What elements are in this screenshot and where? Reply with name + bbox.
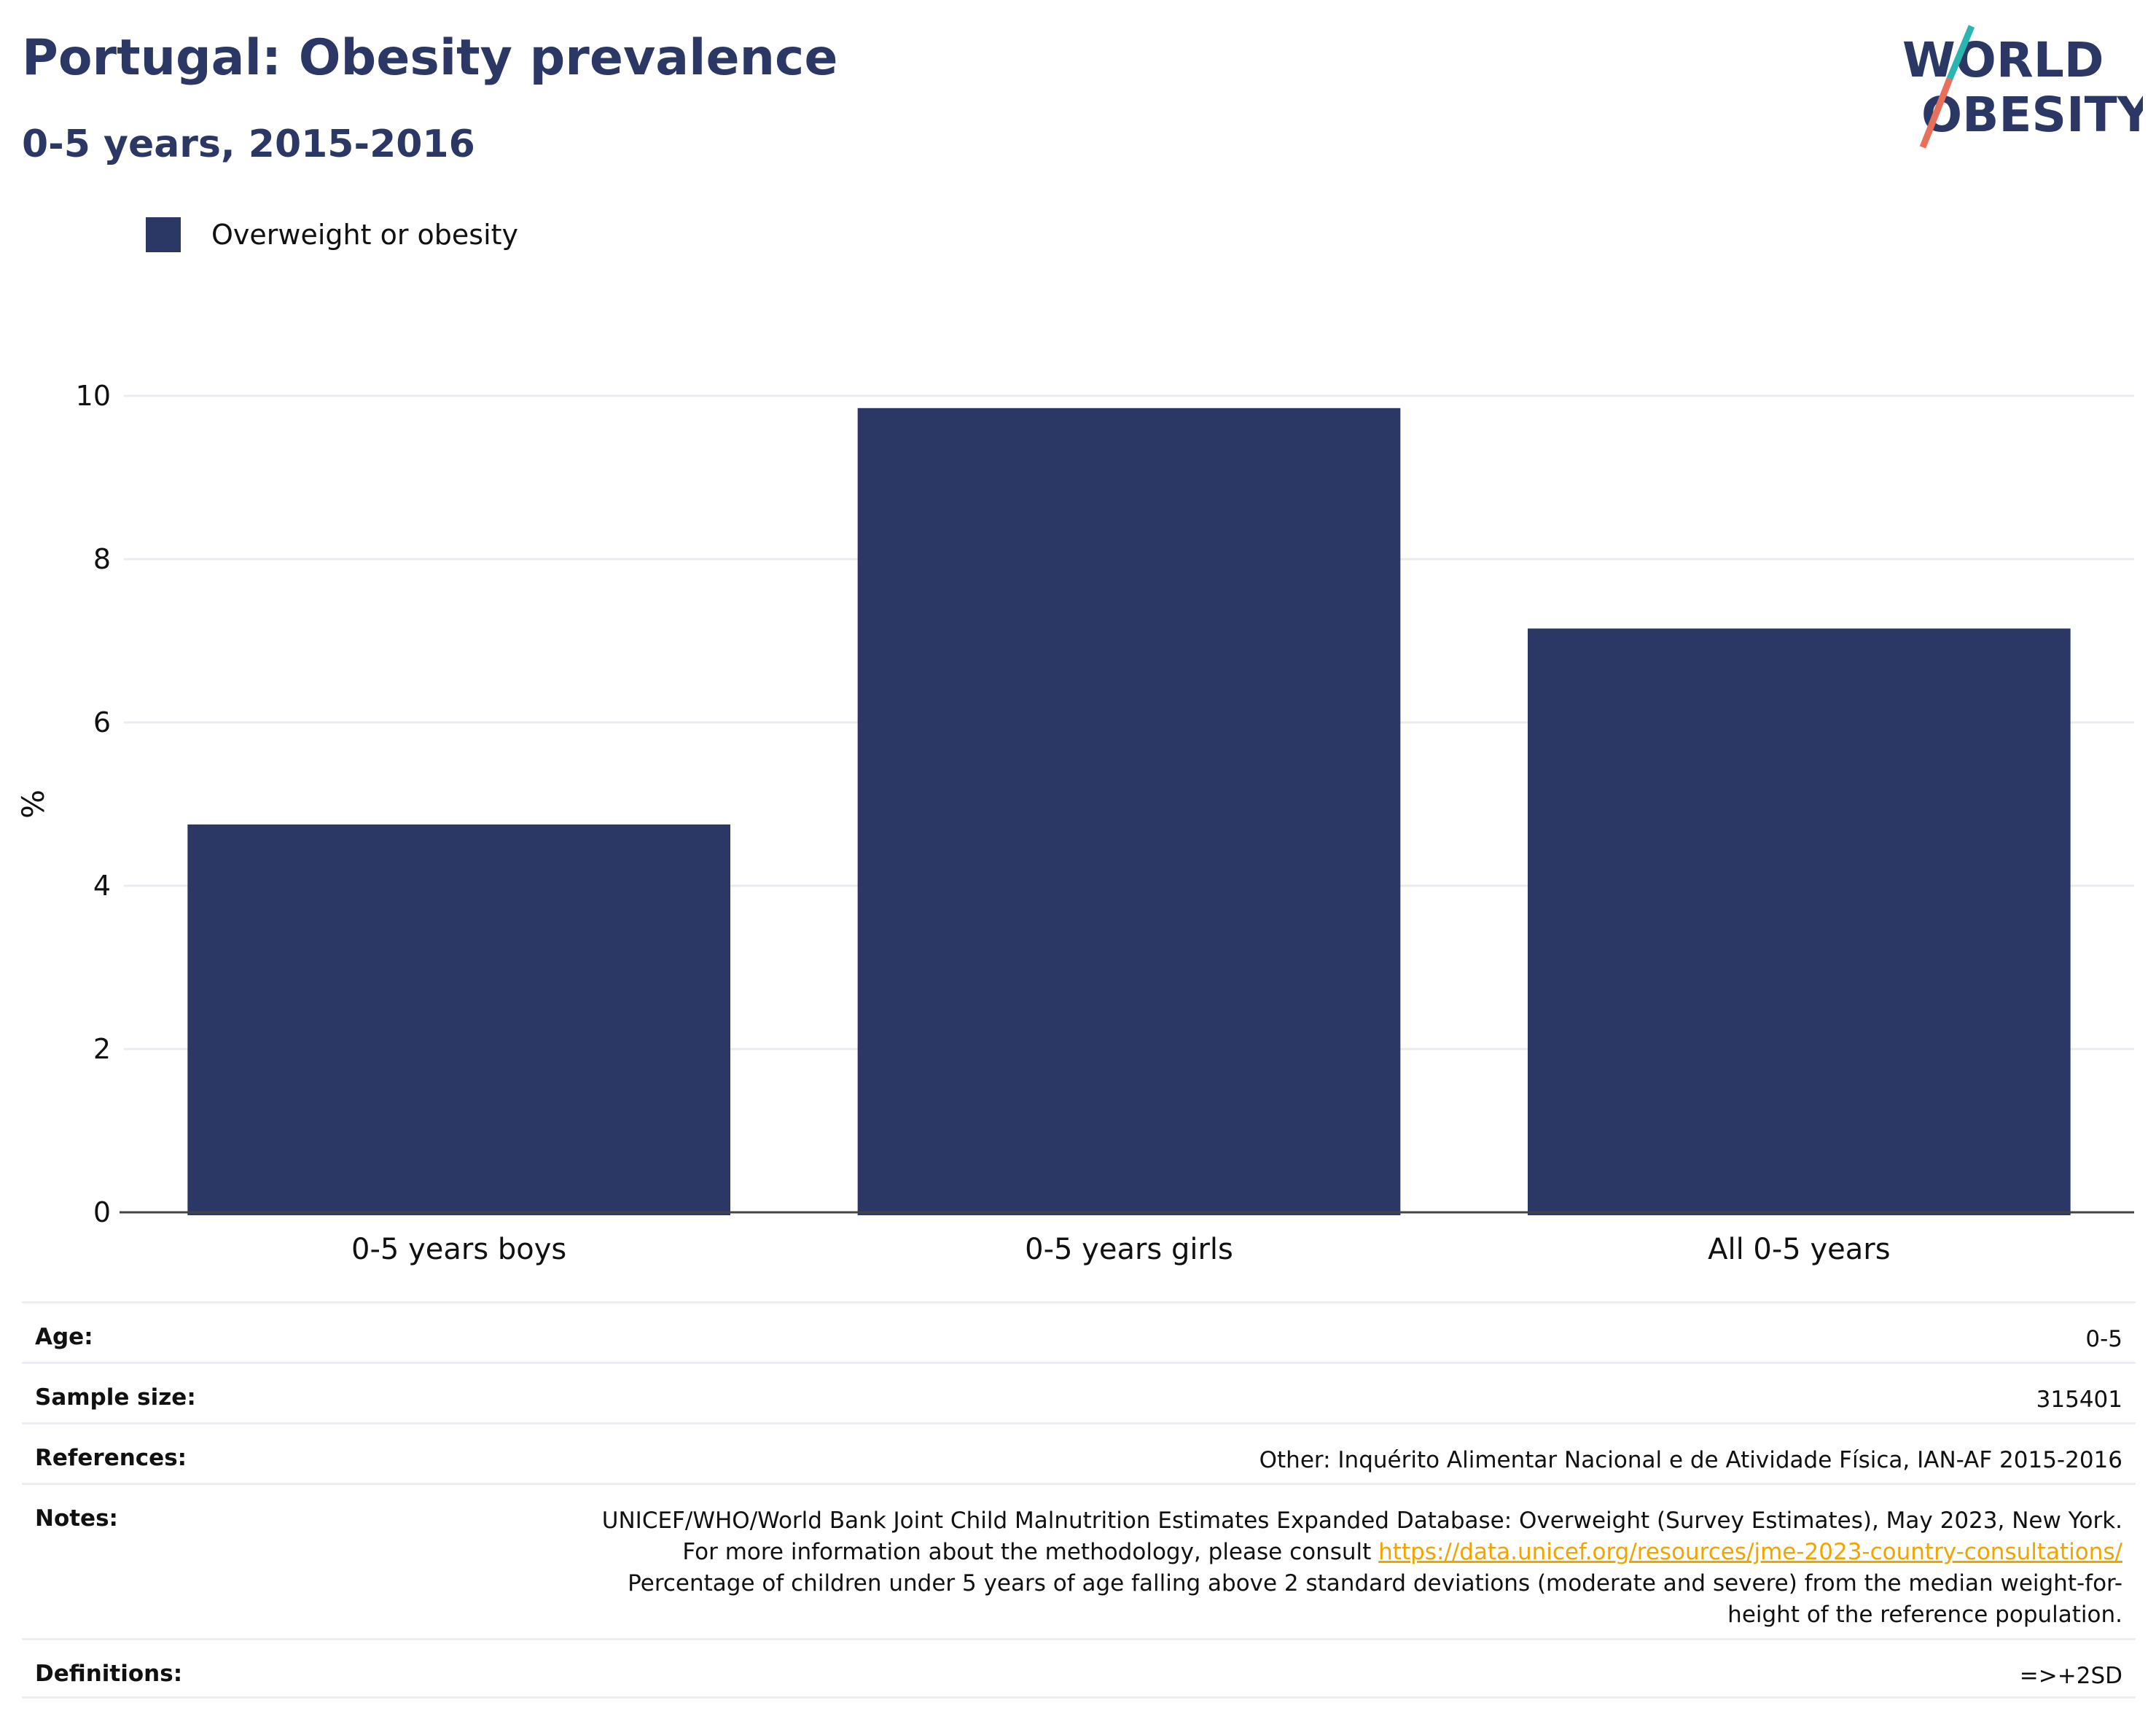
y-tick-label: 2 [93, 1033, 111, 1065]
info-row-definitions: Definitions: =>+2SD [22, 1638, 2136, 1699]
legend: Overweight or obesity [146, 217, 518, 252]
age-value: 0-5 [2085, 1326, 2122, 1352]
definitions-value: =>+2SD [2019, 1663, 2122, 1689]
y-tick-label: 8 [93, 543, 111, 575]
y-tick-label: 0 [93, 1196, 111, 1228]
chart-title: Portugal: Obesity prevalence [22, 29, 838, 87]
bar [1528, 628, 2071, 1215]
bar-chart: 0 2 4 6 8 10 0-5 years boys 0-5 years girls All … [15, 380, 2134, 1266]
references-value: Other: Inquérito Alimentar Nacional e de… [1259, 1447, 2122, 1473]
svg-text:WORLD: WORLD [1902, 32, 2104, 88]
x-tick-label: All 0-5 years [1708, 1233, 1890, 1266]
methodology-link[interactable]: https://data.unicef.org/resources/jme-20… [1378, 1539, 2122, 1565]
info-table: Age: 0-5 Sample size: 315401 References:… [22, 1301, 2136, 1699]
info-row-sample-size: Sample size: 315401 [22, 1362, 2136, 1422]
info-row-references: References: Other: Inquérito Alimentar N… [22, 1422, 2136, 1483]
notes-label: Notes: [35, 1505, 118, 1532]
definitions-label: Definitions: [35, 1661, 183, 1687]
age-label: Age: [35, 1324, 93, 1350]
y-tick-label: 4 [93, 870, 111, 902]
x-tick-label: 0-5 years boys [351, 1233, 566, 1266]
sample-size-label: Sample size: [35, 1384, 196, 1411]
x-tick-label: 0-5 years girls [1025, 1233, 1233, 1266]
notes-value: UNICEF/WHO/World Bank Joint Child Malnut… [592, 1505, 2122, 1638]
info-row-age: Age: 0-5 [22, 1301, 2136, 1362]
sample-size-value: 315401 [2036, 1387, 2122, 1413]
legend-label: Overweight or obesity [211, 219, 519, 251]
y-tick-label: 10 [76, 380, 111, 412]
bar [187, 824, 730, 1215]
y-tick-label: 6 [93, 706, 111, 738]
y-axis-label: % [15, 789, 51, 819]
world-obesity-logo: WORLD OBESITY [1902, 25, 2143, 149]
info-row-notes: Notes: UNICEF/WHO/World Bank Joint Child… [22, 1483, 2136, 1638]
svg-text:OBESITY: OBESITY [1921, 87, 2143, 143]
notes-text-1: UNICEF/WHO/World Bank Joint Child Malnut… [601, 1508, 2122, 1565]
notes-text-2: Percentage of children under 5 years of … [628, 1570, 2122, 1628]
bar [857, 408, 1401, 1215]
chart-subtitle: 0-5 years, 2015-2016 [22, 122, 475, 166]
references-label: References: [35, 1445, 187, 1471]
legend-swatch [146, 217, 181, 252]
